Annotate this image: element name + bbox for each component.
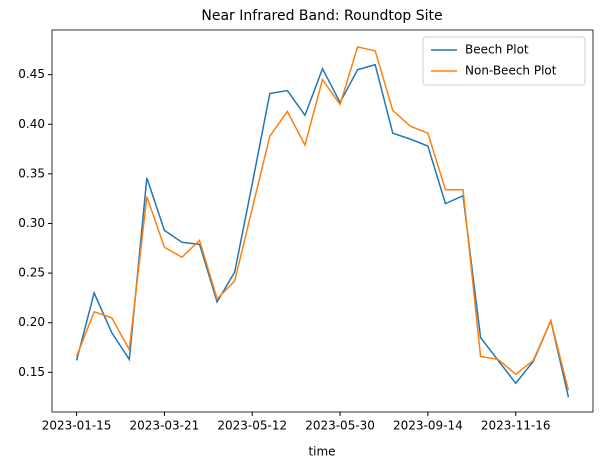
y-tick-label: 0.20: [18, 315, 45, 329]
x-tick-label: 2023-05-30: [305, 419, 375, 433]
x-axis-label: time: [308, 445, 335, 459]
line-series: [75, 45, 570, 391]
x-tick-label: 2023-11-16: [481, 419, 551, 433]
chart-title: Near Infrared Band: Roundtop Site: [201, 8, 442, 24]
x-tick-label: 2023-03-21: [130, 419, 200, 433]
legend-label: Beech Plot: [465, 43, 529, 57]
x-tick-label: 2023-09-14: [393, 419, 463, 433]
legend-box: [422, 36, 586, 86]
x-tick-label: 2023-01-15: [42, 419, 112, 433]
y-tick-label: 0.45: [18, 67, 45, 81]
y-tick-label: 0.35: [18, 166, 45, 180]
line-series: [75, 63, 570, 398]
x-tick-label: 2023-05-12: [217, 419, 287, 433]
legend-label: Non-Beech Plot: [465, 64, 557, 78]
y-tick-label: 0.15: [18, 365, 45, 379]
y-tick-label: 0.25: [18, 266, 45, 280]
y-tick-label: 0.40: [18, 117, 45, 131]
y-tick-label: 0.30: [18, 216, 45, 230]
plot-frame: [51, 29, 594, 413]
